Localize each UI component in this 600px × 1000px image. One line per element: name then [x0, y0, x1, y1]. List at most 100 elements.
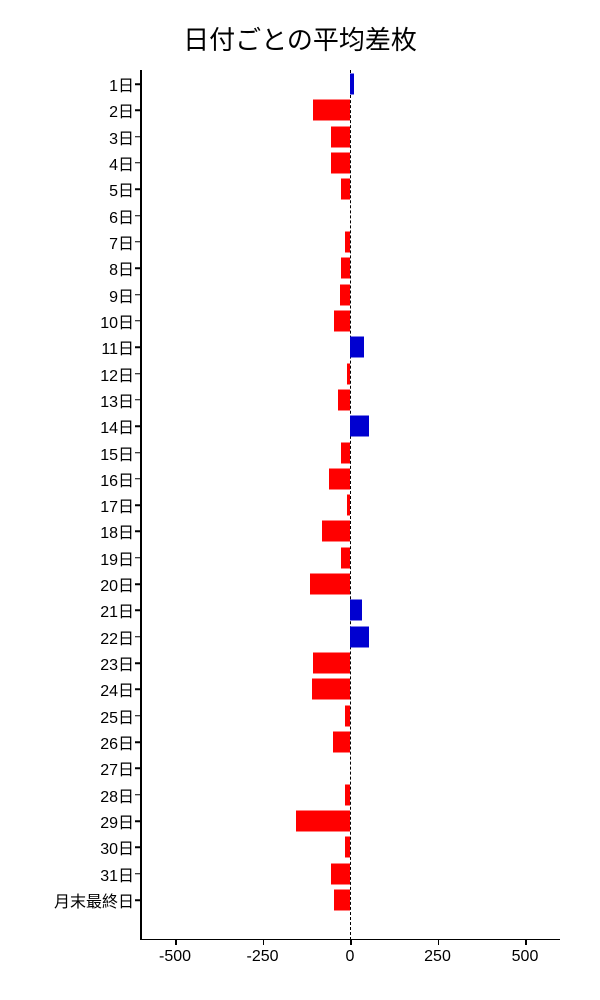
y-tick — [135, 504, 140, 506]
x-axis-label: -250 — [246, 948, 278, 966]
y-tick — [135, 189, 140, 191]
y-tick — [135, 215, 140, 217]
y-axis-label: 12日 — [100, 362, 134, 386]
y-tick — [135, 899, 140, 901]
y-tick — [135, 136, 140, 138]
y-axis-label: 4日 — [109, 151, 134, 175]
y-axis-label: 5日 — [109, 177, 134, 201]
y-axis-line — [140, 70, 142, 940]
y-axis-label: 17日 — [100, 493, 134, 517]
y-axis-label: 7日 — [109, 230, 134, 254]
y-tick — [135, 741, 140, 743]
bar — [334, 310, 350, 331]
y-tick — [135, 294, 140, 296]
bar — [345, 705, 350, 726]
y-axis-label: 27日 — [100, 756, 134, 780]
bar — [350, 626, 369, 647]
y-tick — [135, 399, 140, 401]
x-axis-label: 500 — [512, 948, 539, 966]
x-tick — [350, 940, 352, 945]
y-tick — [135, 241, 140, 243]
y-axis-label: 2日 — [109, 98, 134, 122]
y-axis-label: 18日 — [100, 519, 134, 543]
y-axis-label: 8日 — [109, 256, 134, 280]
y-tick — [135, 873, 140, 875]
y-axis-label: 1日 — [109, 72, 134, 96]
x-tick — [525, 940, 527, 945]
bar — [340, 284, 351, 305]
y-tick — [135, 768, 140, 770]
zero-line — [350, 70, 351, 940]
bar — [310, 574, 350, 595]
bar — [334, 890, 350, 911]
x-tick — [263, 940, 265, 945]
x-axis-label: 0 — [346, 948, 355, 966]
bar — [345, 231, 350, 252]
y-tick — [135, 373, 140, 375]
y-tick — [135, 715, 140, 717]
x-tick — [438, 940, 440, 945]
x-axis-label: 250 — [424, 948, 451, 966]
y-tick — [135, 689, 140, 691]
bar — [350, 416, 369, 437]
x-tick — [175, 940, 177, 945]
y-axis-label: 21日 — [100, 598, 134, 622]
y-tick — [135, 820, 140, 822]
bar — [296, 811, 350, 832]
bar — [341, 442, 350, 463]
y-axis-label: 月末最終日 — [54, 888, 134, 912]
bar — [350, 600, 362, 621]
bar — [322, 521, 350, 542]
y-axis-label: 22日 — [100, 625, 134, 649]
y-tick — [135, 268, 140, 270]
bar — [338, 389, 350, 410]
y-axis-label: 26日 — [100, 730, 134, 754]
y-tick — [135, 610, 140, 612]
bar — [347, 495, 351, 516]
y-tick — [135, 110, 140, 112]
y-tick — [135, 83, 140, 85]
y-axis-label: 23日 — [100, 651, 134, 675]
y-tick — [135, 346, 140, 348]
y-tick — [135, 794, 140, 796]
x-axis-label: -500 — [159, 948, 191, 966]
y-axis-label: 19日 — [100, 546, 134, 570]
y-axis-label: 29日 — [100, 809, 134, 833]
y-axis-label: 25日 — [100, 704, 134, 728]
y-axis-label: 15日 — [100, 441, 134, 465]
bar — [350, 74, 354, 95]
bar — [331, 863, 350, 884]
y-axis-label: 20日 — [100, 572, 134, 596]
y-tick — [135, 162, 140, 164]
y-axis-label: 13日 — [100, 388, 134, 412]
y-tick — [135, 531, 140, 533]
y-axis-label: 3日 — [109, 125, 134, 149]
bar — [341, 258, 350, 279]
bar — [345, 837, 350, 858]
y-tick — [135, 583, 140, 585]
y-axis-label: 24日 — [100, 677, 134, 701]
bar — [345, 784, 350, 805]
y-tick — [135, 452, 140, 454]
y-axis-label: 16日 — [100, 467, 134, 491]
bar — [350, 337, 364, 358]
plot-area: 1日2日3日4日5日6日7日8日9日10日11日12日13日14日15日16日1… — [140, 70, 560, 940]
bar — [347, 363, 351, 384]
y-axis-label: 14日 — [100, 414, 134, 438]
chart-title: 日付ごとの平均差枚 — [0, 20, 600, 57]
bar — [331, 152, 350, 173]
y-tick — [135, 425, 140, 427]
y-axis-label: 28日 — [100, 783, 134, 807]
y-axis-label: 30日 — [100, 835, 134, 859]
y-tick — [135, 662, 140, 664]
bar — [331, 126, 350, 147]
y-tick — [135, 320, 140, 322]
y-axis-label: 10日 — [100, 309, 134, 333]
bar — [333, 732, 351, 753]
y-tick — [135, 636, 140, 638]
y-axis-label: 31日 — [100, 862, 134, 886]
bar — [341, 547, 350, 568]
y-axis-label: 11日 — [101, 335, 134, 359]
y-tick — [135, 478, 140, 480]
chart-container: 日付ごとの平均差枚 1日2日3日4日5日6日7日8日9日10日11日12日13日… — [0, 0, 600, 1000]
